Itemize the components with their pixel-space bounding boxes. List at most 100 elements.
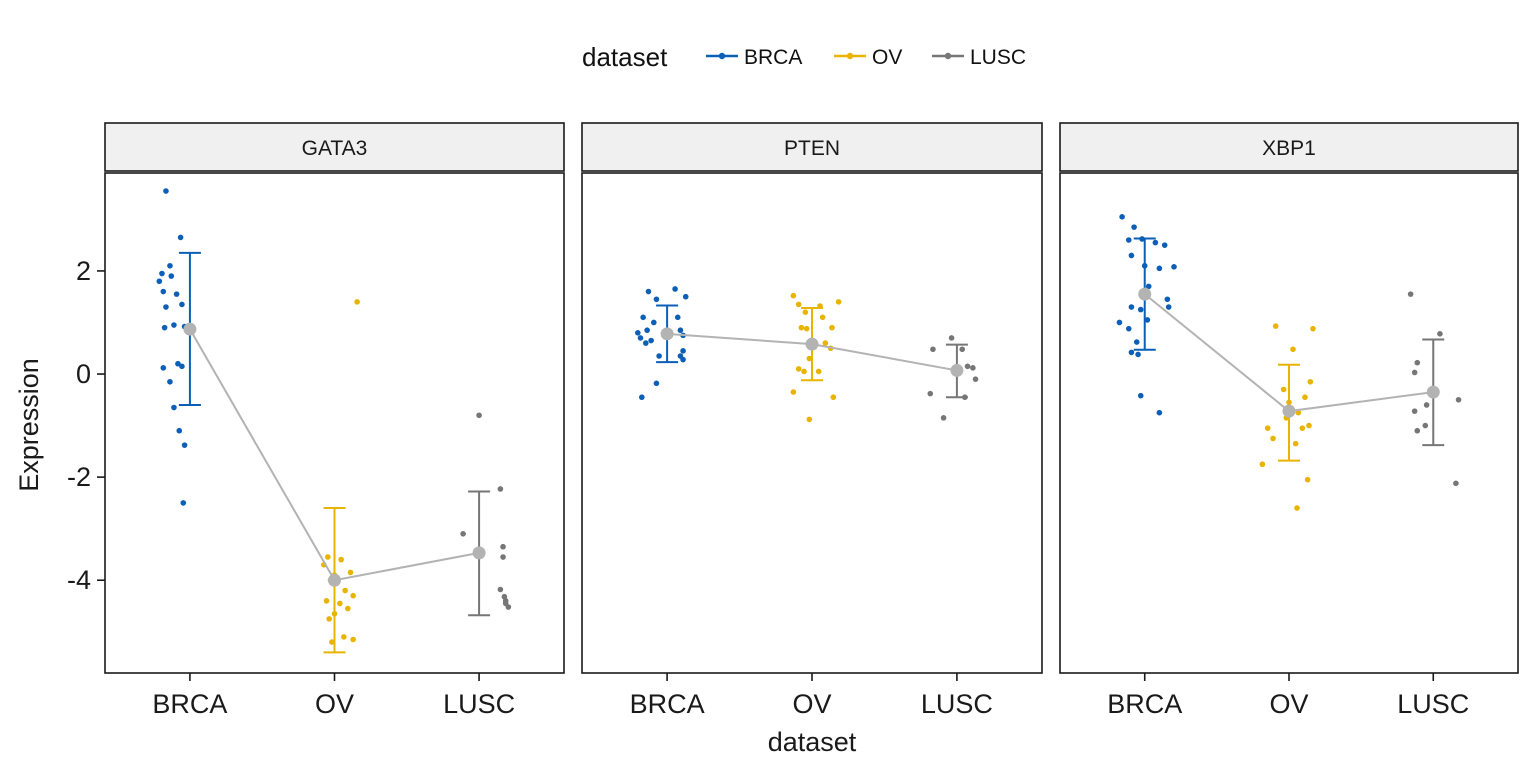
data-point-xbp1-brca-18 <box>1133 339 1140 345</box>
data-point-gata3-ov-2 <box>338 556 344 563</box>
data-point-gata3-lusc-9 <box>505 604 512 610</box>
data-point-gata3-brca-15 <box>160 365 167 371</box>
data-point-gata3-ov-15 <box>350 636 356 643</box>
data-point-pten-ov-0 <box>790 292 797 299</box>
data-point-pten-ov-16 <box>830 394 837 401</box>
data-point-pten-brca-1 <box>672 286 678 292</box>
mean-point-xbp1-lusc <box>1426 385 1440 399</box>
legend-label-brca: BRCA <box>744 46 802 69</box>
facet-strip-gata3 <box>104 122 565 172</box>
mean-point-xbp1-ov <box>1282 404 1296 418</box>
data-point-pten-ov-4 <box>802 309 809 315</box>
legend-key-dot-ov <box>846 52 854 60</box>
data-point-pten-ov-7 <box>803 325 810 332</box>
data-point-xbp1-lusc-2 <box>1414 359 1421 366</box>
data-point-xbp1-brca-11 <box>1164 296 1171 303</box>
y-axis-title: Expression <box>14 358 44 492</box>
data-point-gata3-lusc-5 <box>497 586 504 593</box>
data-point-xbp1-ov-5 <box>1302 394 1308 401</box>
data-point-gata3-brca-19 <box>181 442 188 448</box>
data-point-gata3-lusc-0 <box>476 412 482 419</box>
data-point-gata3-lusc-4 <box>500 554 506 560</box>
panels: GATA3 -4 -2 0 2 BRCA OV LUSC PTEN BRCA OV LUSC XBP1 B… <box>67 122 1519 719</box>
panel-pten: PTEN BRCA OV LUSC <box>581 122 1043 719</box>
mean-point-pten-lusc <box>950 363 964 377</box>
data-point-pten-lusc-4 <box>964 363 971 370</box>
data-point-xbp1-brca-2 <box>1125 237 1132 243</box>
data-point-xbp1-lusc-1 <box>1437 331 1443 337</box>
data-point-xbp1-ov-8 <box>1295 409 1302 416</box>
data-point-xbp1-brca-19 <box>1128 349 1135 356</box>
data-point-gata3-brca-7 <box>173 291 180 297</box>
data-point-xbp1-brca-12 <box>1128 304 1135 310</box>
data-point-xbp1-ov-14 <box>1292 440 1299 447</box>
data-point-gata3-ov-9 <box>323 598 330 604</box>
data-point-xbp1-lusc-3 <box>1411 369 1418 376</box>
data-point-gata3-brca-10 <box>171 322 177 328</box>
panel-xbp1: XBP1 BRCA OV LUSC <box>1059 122 1519 719</box>
data-point-pten-ov-11 <box>806 355 813 362</box>
data-point-pten-lusc-6 <box>927 390 934 397</box>
data-point-pten-brca-19 <box>639 394 645 401</box>
data-point-pten-brca-0 <box>645 288 652 295</box>
data-point-pten-brca-16 <box>656 353 662 359</box>
panel-gata3: GATA3 -4 -2 0 2 BRCA OV LUSC <box>67 122 565 719</box>
data-point-pten-ov-17 <box>806 416 813 423</box>
data-point-pten-brca-18 <box>653 380 660 387</box>
data-point-gata3-ov-14 <box>341 634 347 640</box>
data-point-gata3-brca-16 <box>167 378 173 385</box>
mean-point-gata3-brca <box>183 322 197 336</box>
data-point-pten-brca-12 <box>648 337 654 344</box>
data-point-gata3-ov-11 <box>345 605 351 612</box>
x-tick-label-pten-lusc: LUSC <box>921 689 993 719</box>
facet-strip-pten <box>581 122 1043 172</box>
data-point-xbp1-brca-17 <box>1125 325 1132 332</box>
data-point-pten-ov-8 <box>829 324 835 331</box>
data-point-pten-lusc-8 <box>940 415 947 421</box>
data-point-gata3-brca-6 <box>160 288 167 295</box>
data-point-gata3-brca-11 <box>161 324 168 331</box>
data-point-xbp1-brca-9 <box>1156 265 1163 272</box>
data-point-xbp1-brca-5 <box>1161 242 1168 248</box>
data-point-xbp1-brca-4 <box>1152 239 1159 246</box>
data-point-gata3-brca-4 <box>156 278 163 285</box>
data-point-pten-brca-5 <box>650 319 657 326</box>
x-tick-label-xbp1-lusc: LUSC <box>1397 689 1469 719</box>
data-point-gata3-brca-3 <box>168 273 175 279</box>
data-point-pten-brca-9 <box>677 327 684 334</box>
legend-title: dataset <box>582 42 668 72</box>
data-point-gata3-brca-14 <box>179 363 185 370</box>
data-point-gata3-lusc-1 <box>460 531 466 537</box>
data-point-pten-brca-8 <box>644 327 650 334</box>
facet-strip-xbp1 <box>1059 122 1519 172</box>
data-point-gata3-ov-8 <box>350 592 356 599</box>
legend-key-dot-lusc <box>944 52 952 60</box>
data-point-xbp1-lusc-4 <box>1455 397 1462 403</box>
data-point-xbp1-brca-15 <box>1116 319 1123 326</box>
data-point-xbp1-ov-15 <box>1259 461 1266 468</box>
data-point-gata3-ov-0 <box>354 299 360 305</box>
x-tick-label-gata3-brca: BRCA <box>152 689 227 719</box>
data-point-xbp1-ov-11 <box>1299 425 1306 431</box>
data-point-xbp1-ov-10 <box>1306 422 1312 429</box>
data-point-xbp1-ov-0 <box>1272 323 1279 329</box>
data-point-xbp1-brca-8 <box>1171 264 1177 270</box>
x-tick-label-xbp1-brca: BRCA <box>1107 689 1182 719</box>
x-tick-label-pten-ov: OV <box>792 689 831 719</box>
mean-point-gata3-lusc <box>472 546 486 560</box>
data-point-pten-ov-2 <box>835 299 842 305</box>
data-point-pten-brca-13 <box>643 340 649 346</box>
data-point-gata3-ov-1 <box>325 554 331 560</box>
data-point-xbp1-lusc-8 <box>1414 427 1421 434</box>
data-point-pten-lusc-5 <box>972 376 979 382</box>
data-point-gata3-lusc-3 <box>500 543 506 550</box>
mean-point-pten-ov <box>805 337 819 351</box>
data-point-xbp1-lusc-7 <box>1422 422 1429 429</box>
data-point-gata3-brca-13 <box>175 360 181 367</box>
data-point-xbp1-ov-13 <box>1270 435 1276 442</box>
mean-point-pten-brca <box>660 327 674 341</box>
data-point-xbp1-brca-10 <box>1145 283 1152 290</box>
legend-label-lusc: LUSC <box>970 46 1026 69</box>
data-point-xbp1-lusc-6 <box>1411 408 1418 414</box>
data-point-pten-ov-12 <box>795 366 802 372</box>
